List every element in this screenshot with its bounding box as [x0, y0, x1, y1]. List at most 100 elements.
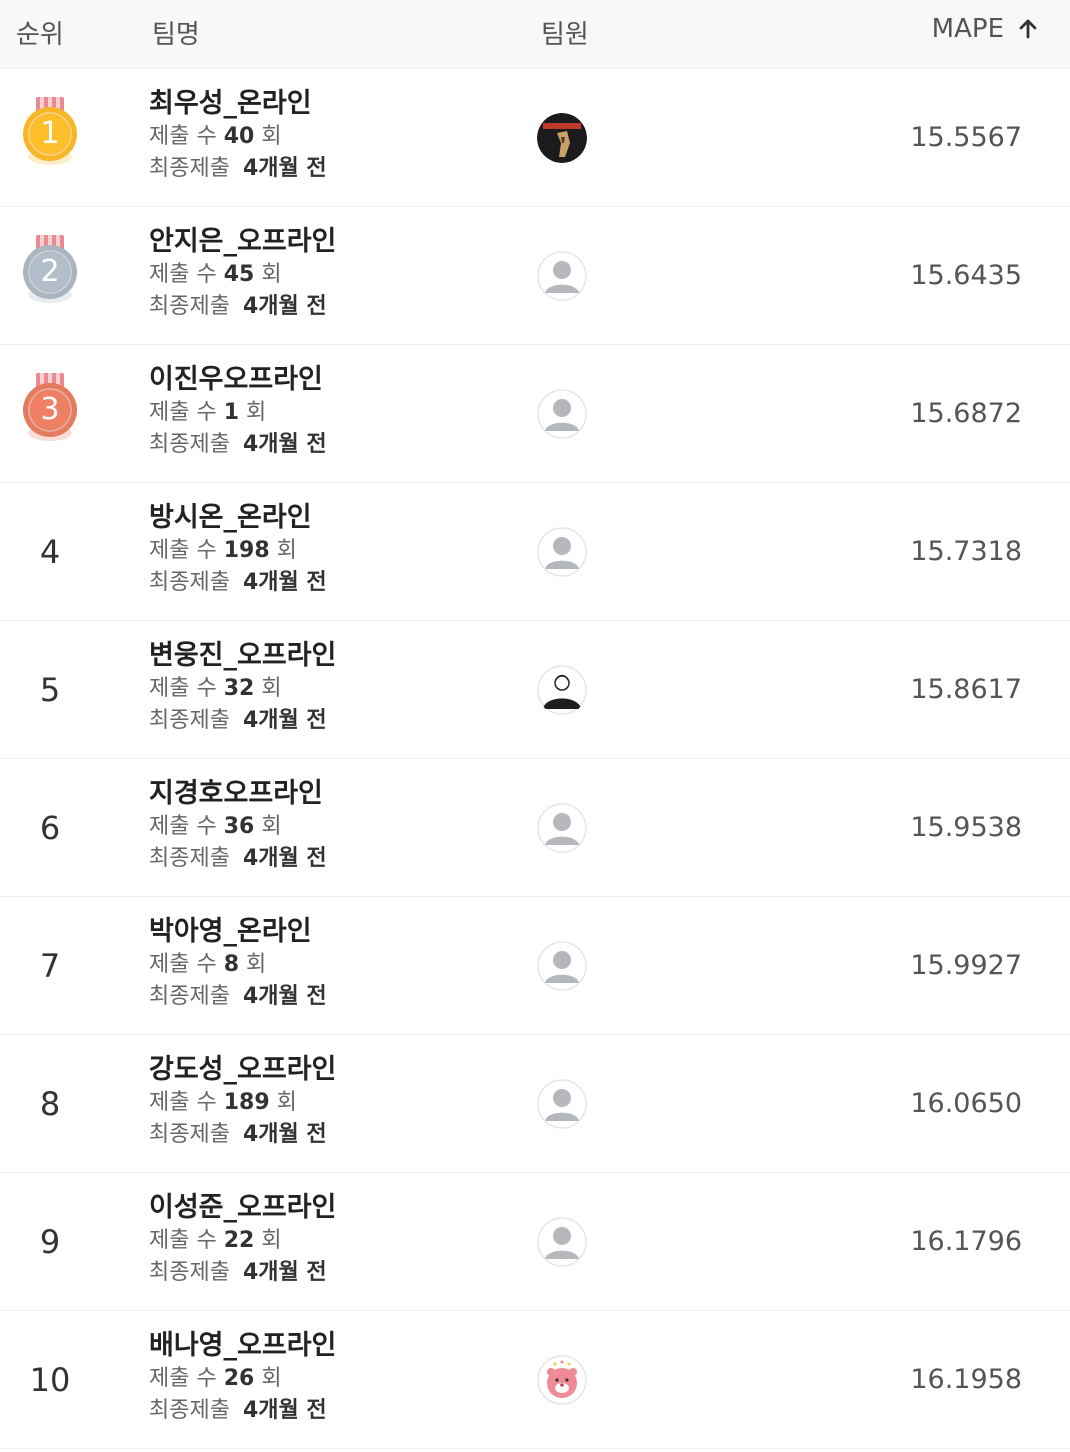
default-avatar[interactable] [537, 1217, 587, 1267]
team-info: 최우성_온라인 제출 수 40 회 최종제출 4개월 전 [149, 87, 327, 185]
last-submission-label: 최종제출 [149, 156, 230, 181]
submission-count-value: 36 [223, 814, 255, 839]
sketch-avatar[interactable] [537, 665, 587, 715]
submission-count: 제출 수 22 회 [149, 1225, 336, 1257]
team-name[interactable]: 지경호오프라인 [149, 778, 323, 809]
default-avatar[interactable] [537, 251, 587, 301]
team-name[interactable]: 안지은_오프라인 [149, 226, 337, 257]
last-submission-value: 4개월 전 [242, 984, 327, 1009]
last-submission-label: 최종제출 [149, 708, 230, 733]
mape-score: 15.9538 [910, 812, 1022, 843]
last-submission-label: 최종제출 [149, 1260, 230, 1285]
submission-count-value: 22 [223, 1228, 255, 1253]
leaderboard-row[interactable]: 1 최우성_온라인 제출 수 40 회 최종제출 4개월 전 15.5567 [0, 69, 1070, 207]
last-submission-label: 최종제출 [149, 432, 230, 457]
rank-number: 4 [39, 532, 61, 571]
team-name[interactable]: 이진우오프라인 [149, 364, 323, 395]
rank-number: 2 [40, 254, 60, 289]
submission-count: 제출 수 32 회 [149, 673, 336, 705]
submission-count-label: 제출 수 [149, 538, 217, 563]
team-info: 방시온_온라인 제출 수 198 회 최종제출 4개월 전 [149, 501, 327, 599]
leaderboard-row[interactable]: 8 강도성_오프라인 제출 수 189 회 최종제출 4개월 전 16.0650 [0, 1035, 1070, 1173]
leaderboard-row[interactable]: 9 이성준_오프라인 제출 수 22 회 최종제출 4개월 전 16.1796 [0, 1173, 1070, 1311]
leaderboard-row[interactable]: 6 지경호오프라인 제출 수 36 회 최종제출 4개월 전 15.9538 [0, 759, 1070, 897]
last-submission-label: 최종제출 [149, 1122, 230, 1147]
last-submission-label: 최종제출 [149, 846, 230, 871]
last-submission-value: 4개월 전 [242, 432, 327, 457]
rank-number: 6 [39, 808, 61, 847]
submission-count-label: 제출 수 [149, 1228, 217, 1253]
team-info: 안지은_오프라인 제출 수 45 회 최종제출 4개월 전 [149, 225, 336, 323]
last-submission-value: 4개월 전 [242, 1122, 327, 1147]
last-submission: 최종제출 4개월 전 [149, 981, 327, 1013]
leaderboard-row[interactable]: 3 이진우오프라인 제출 수 1 회 최종제출 4개월 전 15.6872 [0, 345, 1070, 483]
last-submission: 최종제출 4개월 전 [149, 1119, 336, 1151]
submission-count: 제출 수 8 회 [149, 949, 327, 981]
submission-count: 제출 수 45 회 [149, 259, 336, 291]
submission-count-value: 26 [223, 1366, 255, 1391]
submission-count-value: 198 [223, 538, 270, 563]
mape-column-header[interactable]: MAPE [932, 14, 1040, 44]
leaderboard-row[interactable]: 5 변웅진_오프라인 제출 수 32 회 최종제출 4개월 전 15.8617 [0, 621, 1070, 759]
members-column-header[interactable]: 팀원 [541, 20, 589, 50]
rank-number: 3 [40, 392, 60, 427]
team-info: 박아영_온라인 제출 수 8 회 최종제출 4개월 전 [149, 915, 327, 1013]
submission-count-value: 32 [223, 676, 255, 701]
submission-count-label: 제출 수 [149, 952, 217, 977]
submission-count-value: 45 [223, 262, 255, 287]
submission-count: 제출 수 1 회 [149, 397, 327, 429]
team-name[interactable]: 박아영_온라인 [149, 916, 312, 947]
sort-arrow-up-icon[interactable] [1016, 17, 1040, 41]
last-submission: 최종제출 4개월 전 [149, 567, 327, 599]
mape-label: MAPE [931, 14, 1004, 44]
submission-count-value: 1 [223, 400, 240, 425]
submission-count-unit: 회 [246, 952, 267, 977]
default-avatar[interactable] [537, 389, 587, 439]
last-submission-label: 최종제출 [149, 1398, 230, 1423]
leaderboard-header: 순위 팀명 팀원 MAPE [0, 0, 1070, 69]
team-name[interactable]: 강도성_오프라인 [149, 1054, 337, 1085]
submission-count-unit: 회 [261, 262, 282, 287]
team-column-header[interactable]: 팀명 [152, 20, 200, 50]
rank-number: 8 [39, 1084, 61, 1123]
rank-number: 10 [29, 1360, 71, 1399]
submission-count-unit: 회 [261, 676, 282, 701]
submission-count-label: 제출 수 [149, 262, 217, 287]
team-name[interactable]: 이성준_오프라인 [149, 1192, 337, 1223]
leaderboard-list: 1 최우성_온라인 제출 수 40 회 최종제출 4개월 전 15.5567 [0, 69, 1070, 1449]
last-submission-value: 4개월 전 [242, 1260, 327, 1285]
last-submission-value: 4개월 전 [242, 846, 327, 871]
rank-number: 5 [39, 670, 61, 709]
leaderboard-row[interactable]: 7 박아영_온라인 제출 수 8 회 최종제출 4개월 전 15.9927 [0, 897, 1070, 1035]
bronze-medal-icon: 3 [20, 373, 80, 453]
mape-score: 16.1958 [910, 1364, 1022, 1395]
rank-number: 7 [39, 946, 61, 985]
submission-count-unit: 회 [261, 814, 282, 839]
photo-avatar[interactable] [537, 113, 587, 163]
submission-count: 제출 수 198 회 [149, 535, 327, 567]
team-name[interactable]: 배나영_오프라인 [149, 1330, 337, 1361]
team-name[interactable]: 변웅진_오프라인 [149, 640, 337, 671]
default-avatar[interactable] [537, 803, 587, 853]
leaderboard-row[interactable]: 4 방시온_온라인 제출 수 198 회 최종제출 4개월 전 15.7318 [0, 483, 1070, 621]
last-submission-value: 4개월 전 [242, 156, 327, 181]
rank-column-header[interactable]: 순위 [16, 20, 64, 50]
submission-count: 제출 수 36 회 [149, 811, 327, 843]
silver-medal-icon: 2 [20, 235, 80, 315]
default-avatar[interactable] [537, 941, 587, 991]
submission-count-label: 제출 수 [149, 1366, 217, 1391]
team-name[interactable]: 최우성_온라인 [149, 88, 312, 119]
team-name[interactable]: 방시온_온라인 [149, 502, 312, 533]
submission-count-unit: 회 [261, 124, 282, 149]
default-avatar[interactable] [537, 1079, 587, 1129]
character-avatar[interactable] [537, 1355, 587, 1405]
last-submission-label: 최종제출 [149, 294, 230, 319]
default-avatar[interactable] [537, 527, 587, 577]
leaderboard-row[interactable]: 10 배나영_오프라인 제출 수 26 회 최종제출 4개월 전 16.195 [0, 1311, 1070, 1449]
last-submission: 최종제출 4개월 전 [149, 153, 327, 185]
last-submission: 최종제출 4개월 전 [149, 429, 327, 461]
mape-score: 15.5567 [910, 122, 1022, 153]
last-submission-value: 4개월 전 [242, 1398, 327, 1423]
submission-count-unit: 회 [261, 1366, 282, 1391]
leaderboard-row[interactable]: 2 안지은_오프라인 제출 수 45 회 최종제출 4개월 전 15.6435 [0, 207, 1070, 345]
